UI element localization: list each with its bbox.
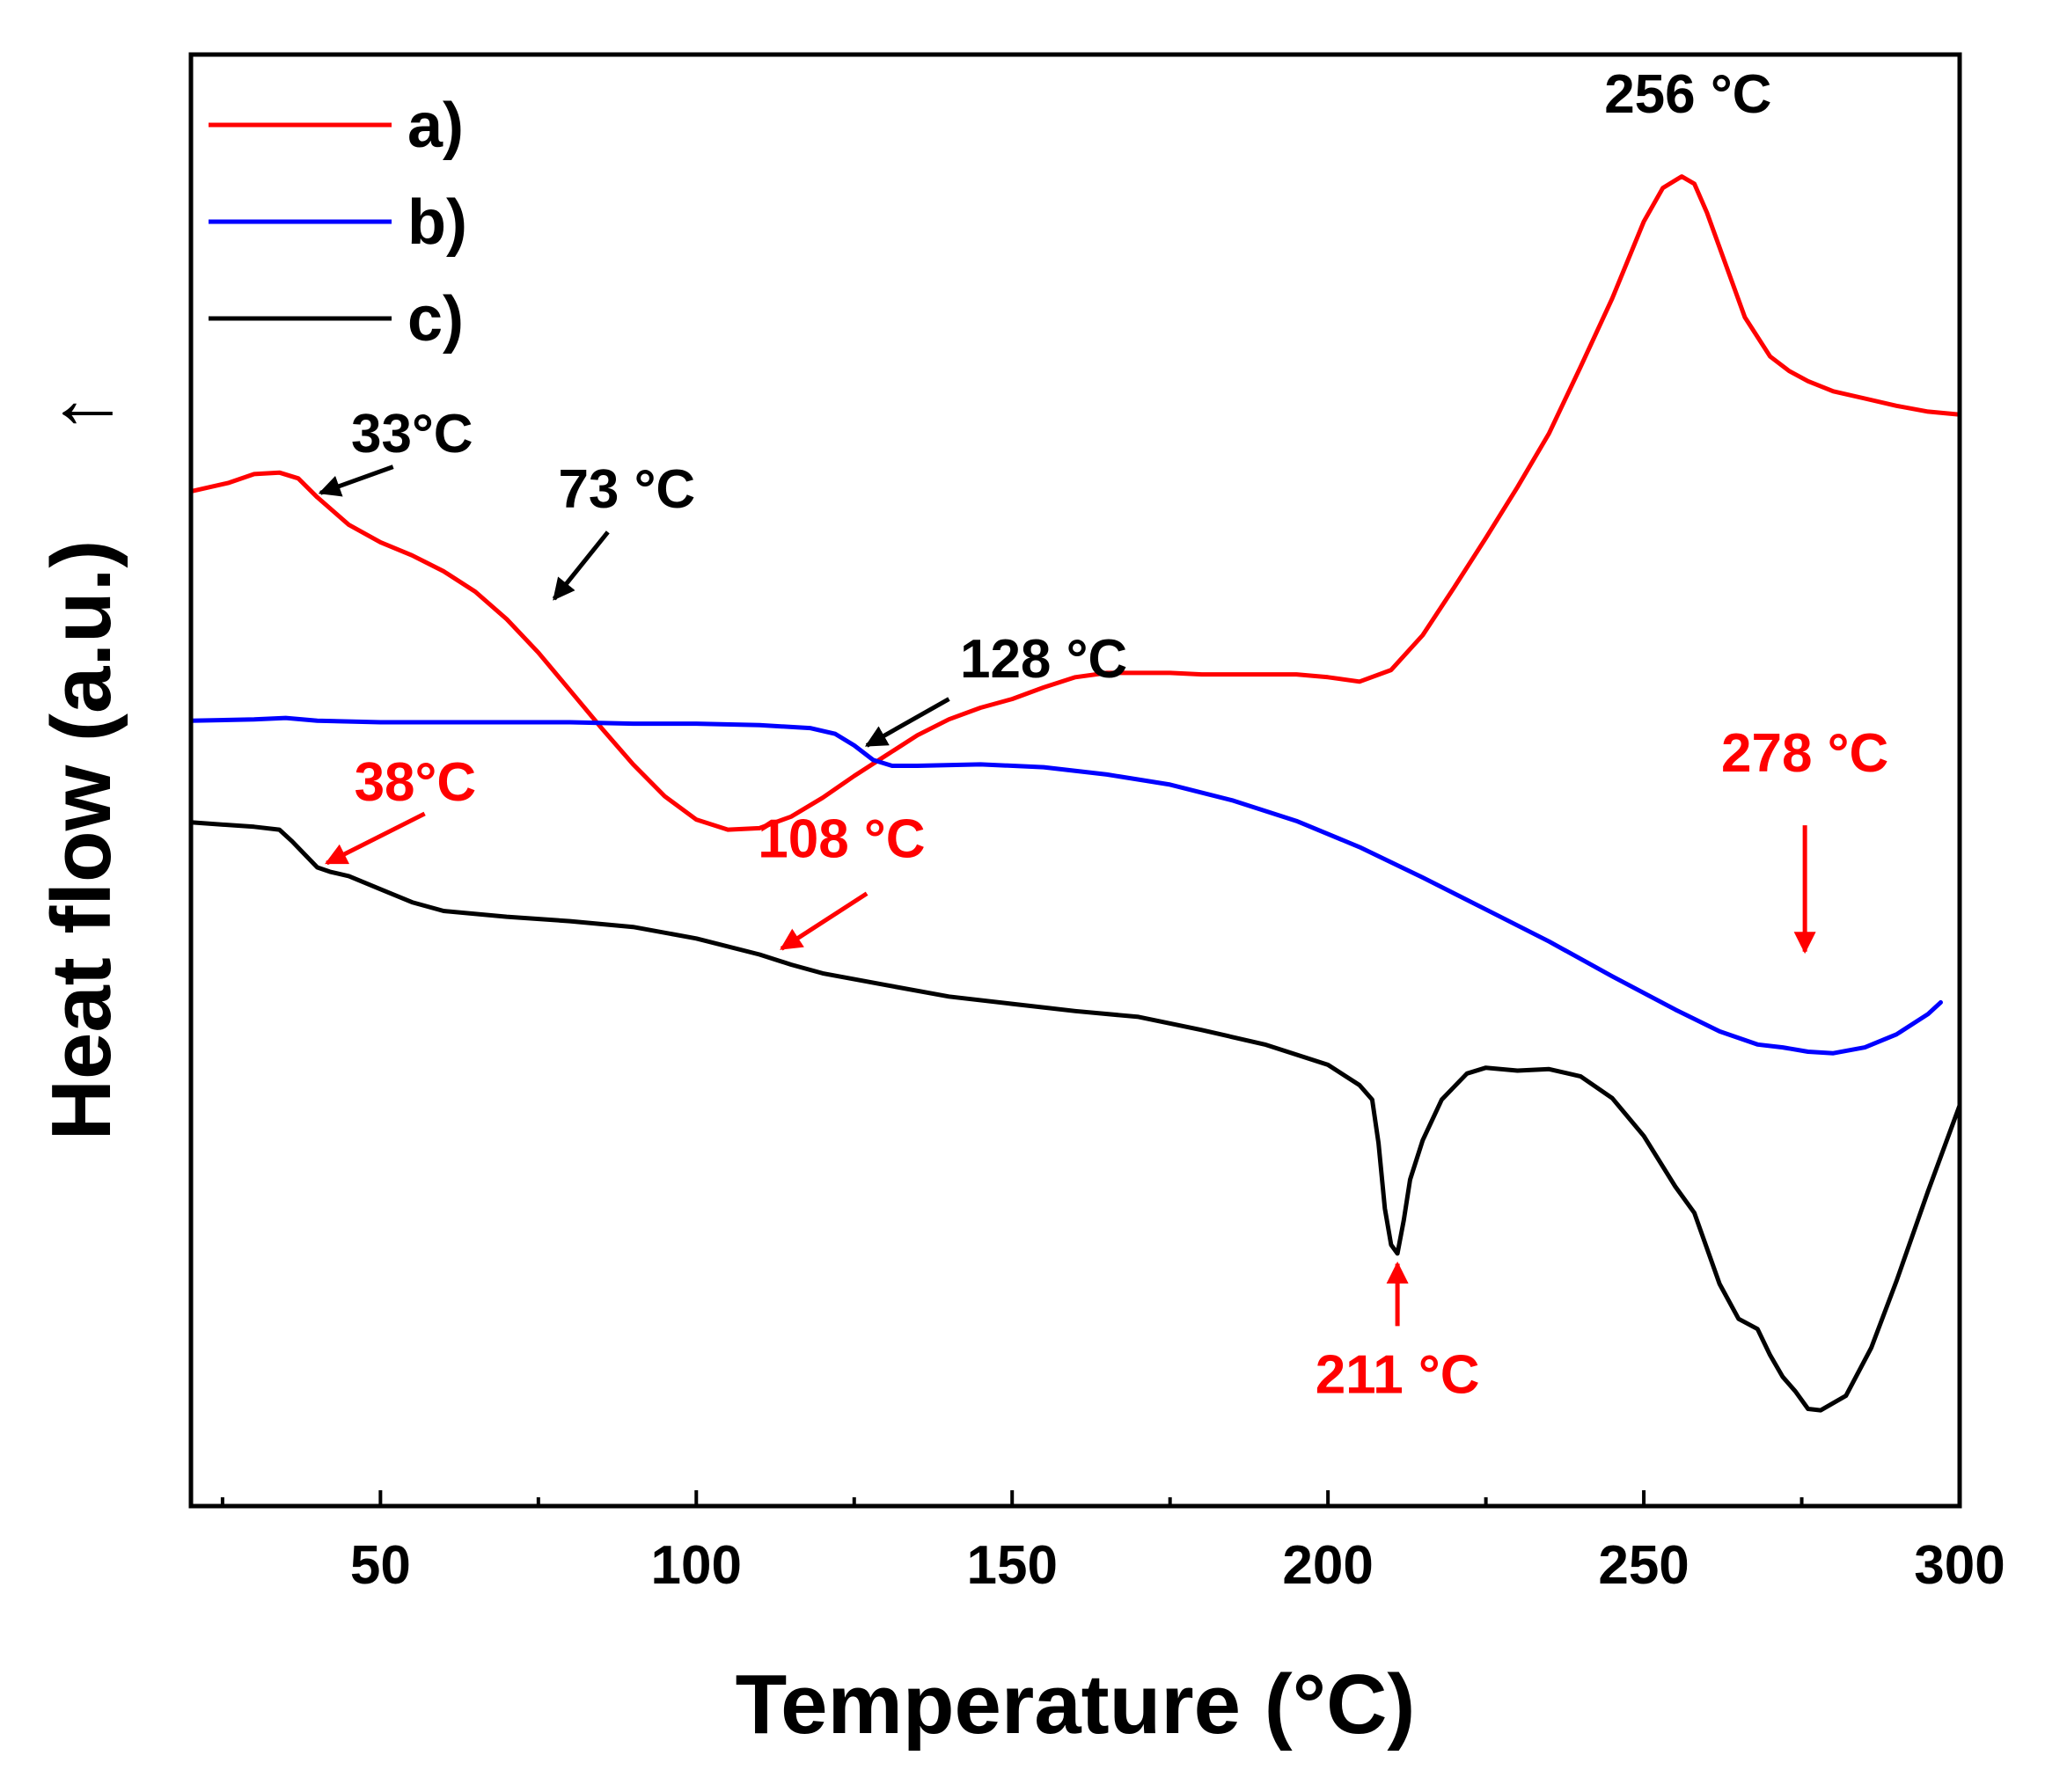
- y-axis-arrow-icon: ↑: [34, 392, 128, 435]
- annotation-label: 278 °C: [1721, 723, 1888, 784]
- series-line-b: [188, 715, 1943, 1056]
- annotation-arrow-icon: [552, 530, 610, 601]
- x-tick-label: 300: [1914, 1535, 2005, 1596]
- legend-label: a): [407, 91, 464, 161]
- legend-entry: c): [209, 284, 464, 355]
- series-layer: [188, 174, 1962, 1413]
- legend-entry: b): [209, 187, 467, 258]
- x-axis-ticks: 50 100 150 200 250 300: [220, 1490, 2005, 1596]
- annotation-arrow-icon: [864, 697, 950, 748]
- annotation: 128 °C: [864, 629, 1127, 748]
- annotation: 108 °C: [758, 808, 926, 951]
- y-axis-title-group: Heat flow (a.u.) ↑: [34, 392, 128, 1140]
- plot-frame: [188, 52, 1962, 1509]
- annotation: 33°C: [318, 404, 473, 497]
- legend-entry: a): [209, 91, 464, 161]
- annotation-label: 128 °C: [960, 629, 1127, 690]
- series-line-a: [188, 174, 1962, 832]
- y-axis-title: Heat flow (a.u.): [34, 540, 128, 1141]
- annotation-label: 33°C: [351, 404, 473, 464]
- annotation: 211 °C: [1316, 1261, 1480, 1405]
- annotation-arrow-icon: [318, 464, 394, 497]
- legend-label: b): [407, 187, 467, 258]
- annotation-label: 211 °C: [1316, 1344, 1480, 1405]
- legend-label: c): [407, 284, 464, 355]
- annotation: 278 °C: [1721, 723, 1888, 955]
- annotation: 256 °C: [1604, 64, 1771, 125]
- series-line-c: [188, 820, 1962, 1413]
- annotation-label: 256 °C: [1604, 64, 1771, 125]
- x-tick-label: 100: [651, 1535, 742, 1596]
- annotation-label: 108 °C: [758, 808, 925, 869]
- annotation-arrow-icon: [780, 891, 869, 951]
- x-axis-title: Temperature (°C): [736, 1657, 1416, 1752]
- x-tick-label: 50: [350, 1535, 411, 1596]
- annotation-label: 38°C: [355, 752, 477, 813]
- legend: a) b) c): [209, 91, 467, 355]
- annotation-arrow-icon: [325, 811, 426, 866]
- x-tick-label: 200: [1282, 1535, 1373, 1596]
- x-tick-label: 250: [1598, 1535, 1689, 1596]
- x-tick-label: 150: [966, 1535, 1057, 1596]
- annotation-label: 73 °C: [558, 459, 695, 520]
- annotation: 73 °C: [552, 459, 695, 601]
- annotations: 256 °C 33°C 73 °C 128 °C 38°C 108 °C 278 °C 211…: [318, 64, 1888, 1405]
- annotation: 38°C: [325, 752, 477, 866]
